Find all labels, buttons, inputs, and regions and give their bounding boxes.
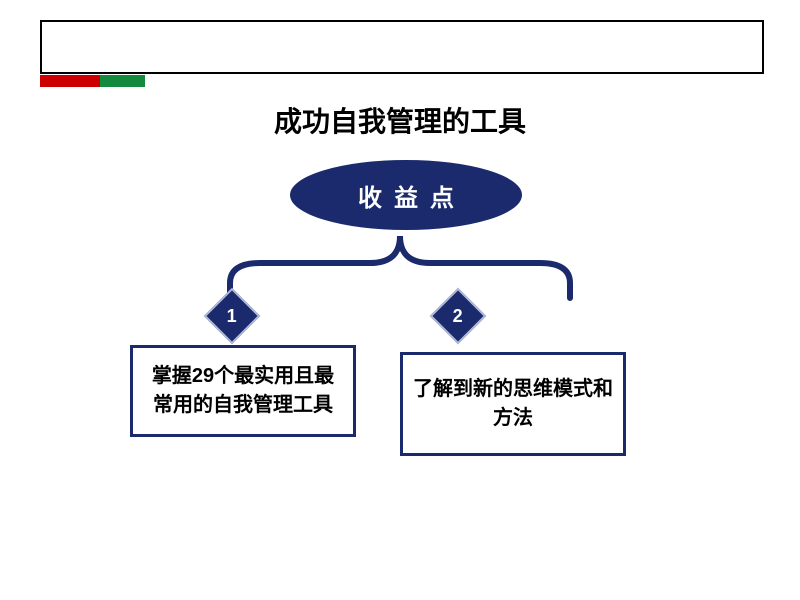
main-title: 成功自我管理的工具 xyxy=(0,100,800,140)
brace-connector xyxy=(175,228,625,303)
bar-red xyxy=(40,75,100,87)
content-box-1-text: 掌握29个最实用且最常用的自我管理工具 xyxy=(152,365,334,416)
diamond-1-label: 1 xyxy=(227,305,237,326)
content-box-1: 掌握29个最实用且最常用的自我管理工具 xyxy=(130,345,356,437)
benefit-ellipse: 收益点 xyxy=(290,160,522,230)
brace-path xyxy=(230,236,570,298)
content-box-2: 了解到新的思维模式和方法 xyxy=(400,352,626,456)
bar-green xyxy=(100,75,145,87)
header-box xyxy=(40,20,764,74)
content-box-2-text: 了解到新的思维模式和方法 xyxy=(413,378,613,429)
diamond-2-label: 2 xyxy=(453,305,463,326)
color-bar xyxy=(40,75,145,87)
ellipse-label: 收益点 xyxy=(358,178,466,213)
